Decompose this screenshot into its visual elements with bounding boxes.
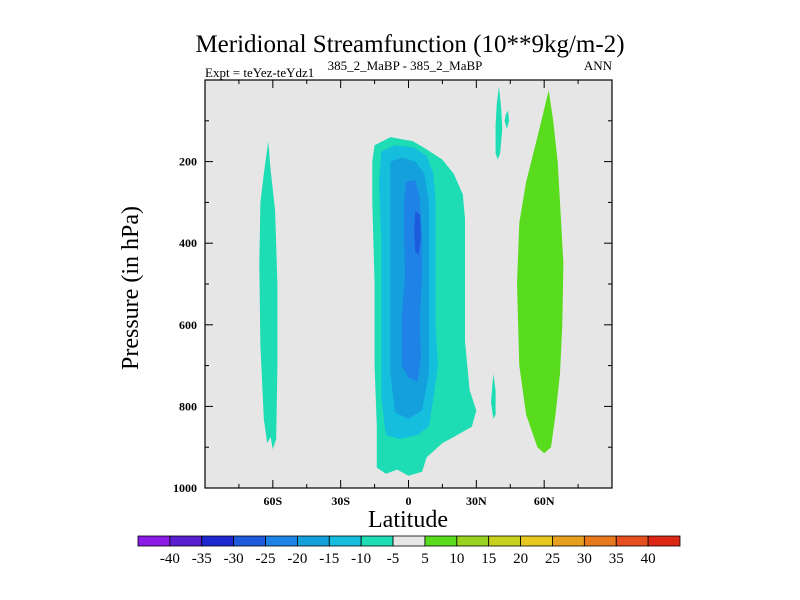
colorbar-label: 35 [609,551,624,567]
chart-subtitle-right: ANN [584,58,613,73]
contour-region-northern-ferrel-cell [517,90,564,454]
colorbar-swatch [328,535,362,547]
colorbar-swatch [488,535,521,547]
y-tick-label: 800 [179,399,197,413]
colorbar-swatch [169,535,203,547]
chart-title: Meridional Streamfunction (10**9kg/m-2) [195,31,624,58]
contour-region-upper-sliver-2 [504,110,510,129]
contour-region-upper-sliver-1 [495,86,503,160]
colorbar-swatch [360,535,394,547]
y-axis-title: Pressure (in hPa) [118,206,144,370]
colorbar-swatch [392,535,426,547]
y-tick-label: 200 [179,155,197,169]
x-tick-label: 30N [466,494,487,508]
colorbar: -40 -35 -30 -25 -20 -15 -10 -5 5 10 15 20 25 30 35 40 [137,535,681,567]
x-axis-title: Latitude [368,507,448,533]
colorbar-label: 30 [577,551,592,567]
colorbar-label: -30 [224,551,244,567]
colorbar-label: -35 [192,551,212,567]
colorbar-swatch [137,535,171,547]
colorbar-swatch [520,535,553,547]
colorbar-label: 15 [481,551,496,567]
y-tick-label: 400 [179,236,197,250]
contour-region-lower-sliver [491,373,496,419]
axis-ticks: 60S 30S 0 30N 60N 200 400 600 800 1000 [173,80,612,508]
colorbar-swatch [583,535,617,547]
colorbar-swatch [265,535,298,547]
x-tick-label: 60N [534,494,555,508]
y-tick-label: 1000 [173,481,197,495]
colorbar-swatch [615,535,649,547]
chart-subtitle-center: 385_2_MaBP - 385_2_MaBP [328,58,483,73]
colorbar-swatch [552,535,585,547]
x-tick-label: 60S [263,494,282,508]
colorbar-label: -40 [160,551,180,567]
colorbar-swatch [456,535,490,547]
colorbar-swatch [647,535,681,547]
contour-region-hadley-cell-core [401,180,423,382]
colorbar-label: 10 [449,551,464,567]
colorbar-swatch [201,535,235,547]
colorbar-label: -10 [351,551,371,567]
contour-region-southern-hemisphere-cell [259,141,278,450]
colorbar-swatch [297,535,330,547]
contour-regions [259,86,564,476]
colorbar-label: -20 [287,551,307,567]
colorbar-label: -5 [387,551,400,567]
y-tick-label: 600 [179,318,197,332]
colorbar-label: 5 [421,551,429,567]
x-tick-label: 0 [406,494,412,508]
colorbar-label: -25 [256,551,276,567]
colorbar-label: 20 [513,551,528,567]
colorbar-label: 25 [545,551,560,567]
plot-frame [204,79,613,489]
colorbar-swatch [424,535,458,547]
colorbar-label: -15 [319,551,339,567]
x-tick-label: 30S [331,494,350,508]
colorbar-swatch [233,535,266,547]
colorbar-label: 40 [641,551,656,567]
contour-region-hadley-cell-peak [414,210,421,256]
chart-subtitle-left: Expt = teYez-teYdz1 [205,65,314,80]
